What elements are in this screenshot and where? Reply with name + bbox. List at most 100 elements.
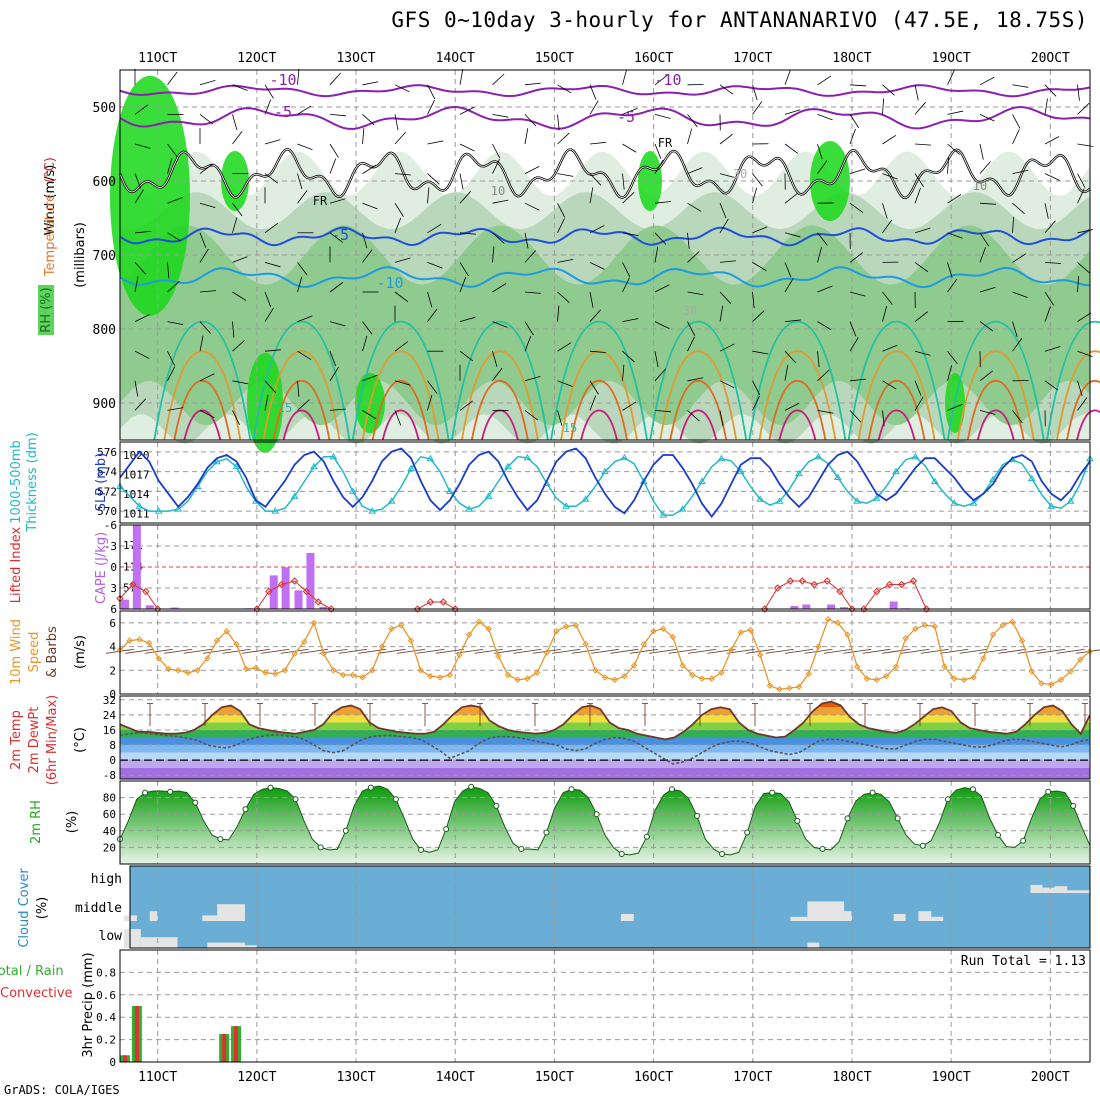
cape-bar xyxy=(306,553,315,609)
wind-barb-10m xyxy=(823,648,852,654)
thickness-marker xyxy=(523,453,532,461)
wind-speed-marker xyxy=(727,646,735,654)
wind-barb xyxy=(297,315,313,322)
precip-convective-bar xyxy=(234,1026,239,1062)
temp-contour-minus5 xyxy=(119,226,1091,247)
upper-ylabel-temperature: Temperature xyxy=(43,194,58,277)
wind-barb xyxy=(329,282,344,293)
wind-barb xyxy=(882,380,897,390)
wind-barb xyxy=(427,99,435,115)
wind-barb xyxy=(362,374,378,382)
wind-barb xyxy=(394,257,411,263)
wind-barb-10m xyxy=(998,648,1027,654)
wind-barb xyxy=(557,305,560,322)
cape-ylabel: CAPE (J/kg) xyxy=(94,532,109,604)
wind-speed-marker xyxy=(582,640,589,648)
wind-barb xyxy=(167,280,180,293)
wind-barb-10m xyxy=(978,648,1008,654)
lifted-index-tick-label: 3 xyxy=(110,582,117,595)
wind-speed-marker xyxy=(1077,656,1084,663)
wind-speed-marker xyxy=(165,665,172,673)
wind-barb xyxy=(622,69,628,85)
wind-barb xyxy=(232,202,243,217)
wind-barb xyxy=(329,351,337,367)
precip-convective-bar xyxy=(122,1055,127,1062)
wind-barb xyxy=(134,398,147,411)
wind-barb xyxy=(1044,136,1060,145)
wind-speed-marker xyxy=(747,626,754,634)
rh-marker xyxy=(643,833,650,840)
wind-speed-marker xyxy=(640,640,648,648)
surface-temp-contour xyxy=(857,350,936,441)
surface-temp-contour xyxy=(669,379,728,441)
temp-ylabel-units: (°C) xyxy=(73,727,88,753)
cloud-block xyxy=(893,914,906,921)
lifted-index-marker xyxy=(897,580,906,589)
surface-temp-contour xyxy=(649,320,748,441)
wind-ylabel-speed: Speed xyxy=(27,632,42,673)
temp-tick-label: 16 xyxy=(103,724,116,737)
wind-barb xyxy=(882,134,897,145)
wind-barb xyxy=(264,380,277,393)
wind-barb xyxy=(427,380,438,394)
precip-tick-label: 0.4 xyxy=(96,1011,116,1024)
lifted-index-marker xyxy=(885,580,894,589)
wind-barb xyxy=(719,291,732,304)
surface-temp-contour xyxy=(351,320,450,441)
wind-barb xyxy=(752,84,758,101)
cloud-level-label: high xyxy=(91,872,122,887)
wind-barb xyxy=(914,227,931,234)
wind-barb xyxy=(654,351,659,367)
wind-speed-marker xyxy=(815,643,822,650)
wind-barb xyxy=(784,69,791,85)
contour-label: 30 xyxy=(683,304,697,318)
wind-barb xyxy=(459,276,467,293)
wind-barb xyxy=(784,193,798,204)
wind-barb xyxy=(199,410,215,419)
wind-barb xyxy=(1012,114,1021,129)
wind-speed-marker xyxy=(980,655,987,662)
wind-barb xyxy=(264,84,274,99)
wind-barb xyxy=(167,321,184,326)
thickness-marker xyxy=(484,492,493,499)
thickness-marker xyxy=(698,477,706,485)
cape-bar xyxy=(281,567,290,609)
wind-barb-10m xyxy=(338,648,367,654)
wind-barb xyxy=(687,128,693,145)
rh-ylabel: 2m RH xyxy=(29,800,44,844)
wind-barb xyxy=(622,232,639,236)
wind-barb xyxy=(914,173,925,188)
wind-barb xyxy=(947,194,962,204)
thickness-marker xyxy=(426,454,435,462)
cloud-background xyxy=(130,866,1090,948)
wind-barb xyxy=(784,364,789,381)
temp-tick-label: 8 xyxy=(109,739,116,752)
lifted-index-marker xyxy=(786,577,795,585)
wind-barb-10m xyxy=(241,648,270,654)
wind-barb xyxy=(557,291,570,304)
upper-frame xyxy=(119,69,1091,441)
rh-marker xyxy=(242,806,249,813)
wind-barb xyxy=(459,350,474,362)
contour-label: 30 xyxy=(733,167,747,181)
wind-speed-marker xyxy=(223,627,230,635)
thickness-marker xyxy=(775,497,784,504)
wind-barb xyxy=(1012,216,1015,233)
dewpoint-line xyxy=(119,731,1091,765)
wind-speed-marker xyxy=(853,663,861,670)
rh-marker xyxy=(518,846,525,853)
wind-barb xyxy=(232,410,240,425)
wind-barb xyxy=(1077,262,1090,274)
lifted-index-marker xyxy=(302,587,311,596)
rh-line xyxy=(119,785,1091,856)
wind-speed-marker xyxy=(233,640,240,648)
wind-barb xyxy=(752,310,765,322)
cloud-block xyxy=(790,916,808,921)
rh-moist-core xyxy=(221,151,249,211)
wind-barb xyxy=(557,218,565,233)
dewpt-ylabel: 2m DewPt xyxy=(27,707,42,774)
wind-barb xyxy=(524,82,541,86)
cape-bar xyxy=(145,605,154,609)
wind-barb xyxy=(979,143,984,160)
